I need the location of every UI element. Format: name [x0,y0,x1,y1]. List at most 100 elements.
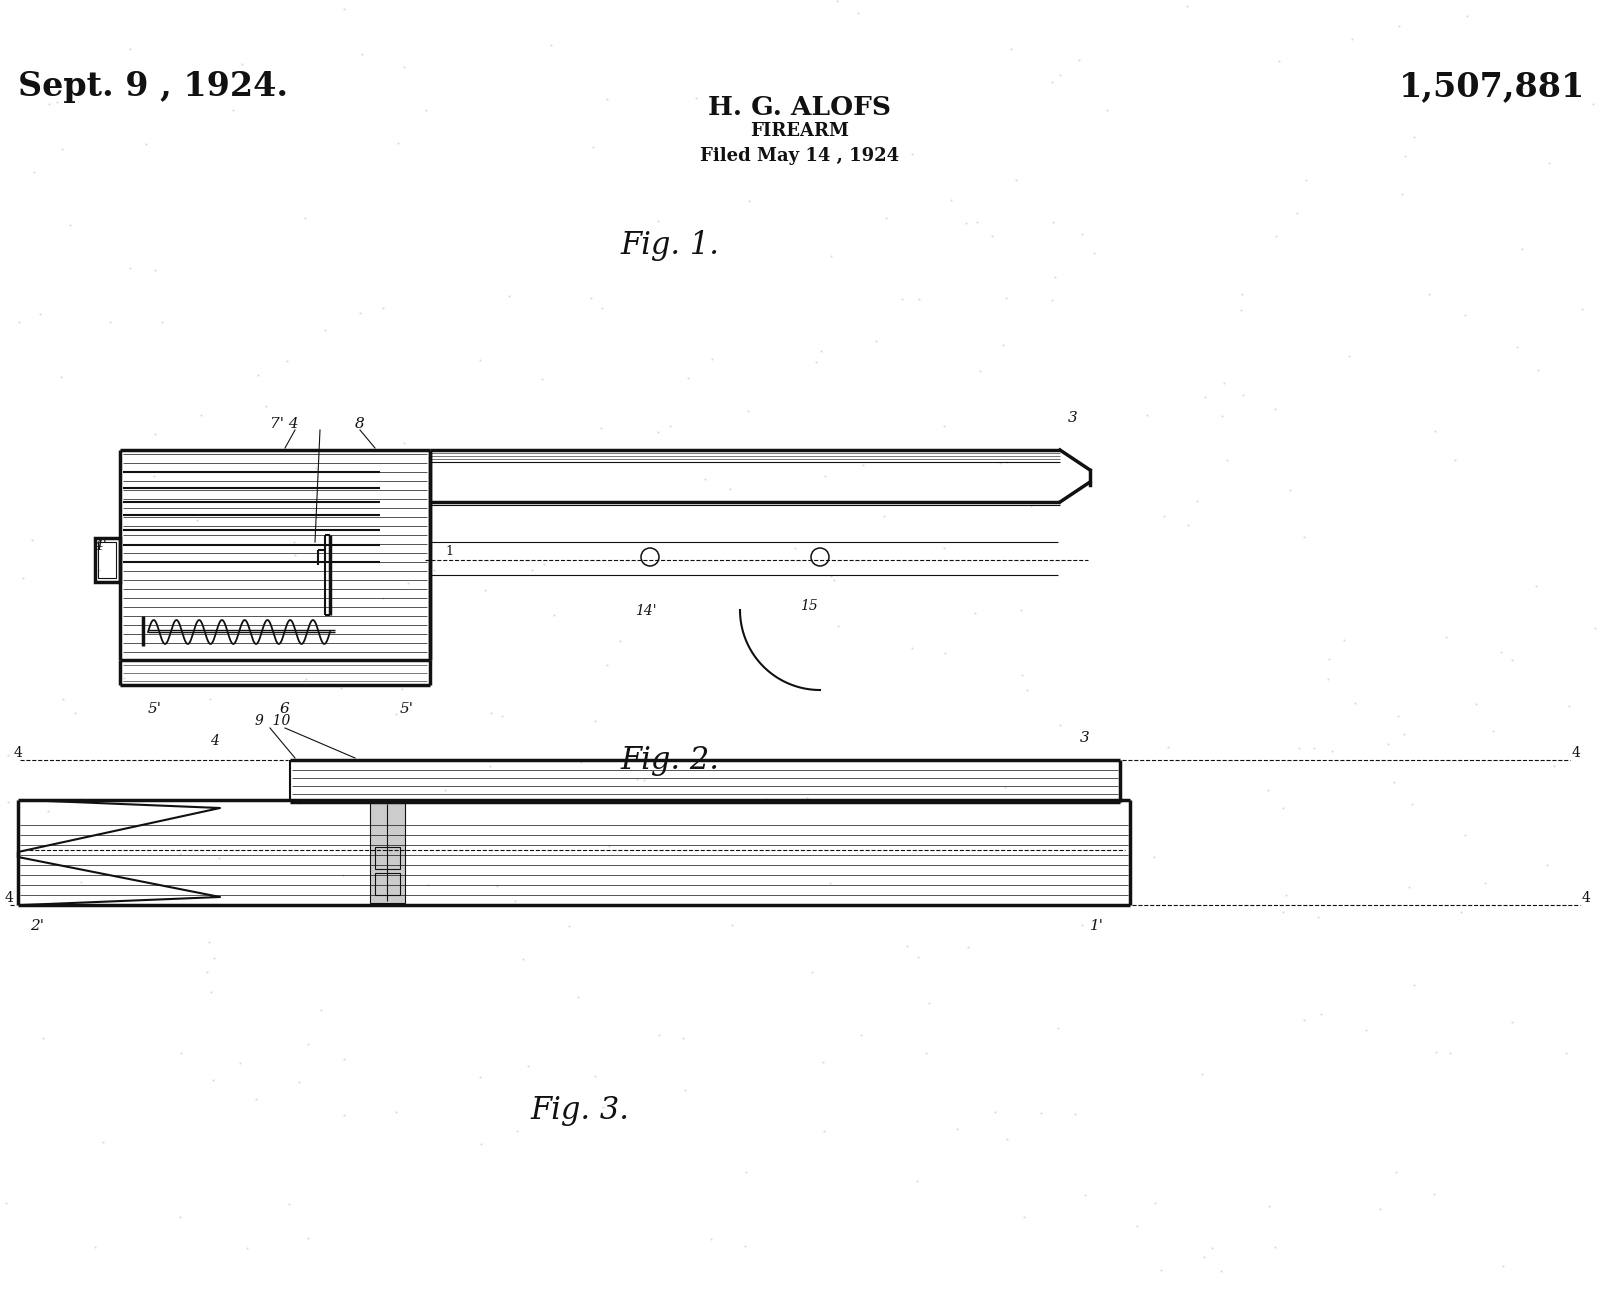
Point [142,424,168,445]
Point [1082,243,1107,263]
Point [565,987,590,1007]
Point [579,288,605,308]
Point [1230,384,1256,405]
Point [1536,154,1562,174]
Point [413,99,438,120]
Point [646,1024,672,1045]
Point [1320,740,1346,761]
Point [994,1129,1019,1149]
Point [683,88,709,108]
Point [502,890,528,911]
Point [389,679,414,699]
Point [555,916,581,937]
Point [818,873,843,894]
Text: 4: 4 [1571,746,1581,760]
Point [899,639,925,659]
Point [1010,664,1035,685]
Point [733,1236,758,1256]
Point [1176,515,1202,535]
Text: 6: 6 [280,702,290,716]
Point [45,92,70,112]
Point [90,1133,115,1153]
Point [1155,737,1181,757]
Point [992,777,1018,797]
Point [286,1072,312,1093]
Point [582,1066,608,1086]
Point [331,0,357,19]
Point [117,258,142,279]
Point [1381,771,1406,792]
Point [582,711,608,731]
Bar [374,848,400,869]
Point [229,53,254,74]
Point [35,94,61,115]
Point [189,405,214,426]
Point [1150,506,1176,526]
Bar [98,542,115,578]
Point [754,788,779,809]
Point [1149,1260,1174,1281]
Point [1422,1042,1448,1063]
Point [1555,695,1581,716]
Point [50,139,75,160]
Point [1293,170,1318,191]
Text: 3: 3 [1080,731,1090,746]
Point [1437,1042,1462,1063]
Point [795,788,821,809]
Point [48,366,74,387]
Text: 5': 5' [400,702,414,716]
Point [813,466,838,486]
Point [1422,1184,1448,1205]
Point [800,961,826,982]
Point [587,418,613,439]
Point [819,566,845,587]
Point [69,789,94,810]
Point [630,769,656,789]
Point [1402,974,1427,995]
Point [646,422,672,442]
Point [382,1102,408,1122]
Point [736,401,762,422]
Point [86,560,112,580]
Point [531,553,557,574]
Point [1142,1193,1168,1214]
Point [1014,680,1040,700]
Point [510,949,536,970]
Point [253,395,278,415]
Point [581,137,606,157]
Point [824,0,850,12]
Point [538,35,563,55]
Point [1488,641,1514,662]
Point [118,39,144,59]
Point [718,915,744,935]
Point [1256,1196,1282,1216]
Point [1270,902,1296,922]
Point [477,756,502,777]
Point [1214,450,1240,471]
Point [1422,421,1448,441]
Point [312,320,338,341]
Text: 4: 4 [5,891,14,906]
Point [811,1121,837,1142]
Point [968,360,994,381]
Point [277,1195,302,1215]
Point [672,1080,698,1100]
Point [962,602,987,623]
Text: 1': 1' [1090,918,1104,933]
Point [197,689,222,710]
Point [1386,15,1411,36]
Point [227,1053,253,1073]
Point [202,948,227,969]
Point [990,334,1016,355]
Point [906,289,931,310]
Point [1134,405,1160,426]
Point [1416,284,1442,304]
Point [288,793,314,814]
Point [808,341,834,361]
Point [1384,1161,1410,1182]
Point [736,191,762,212]
Point [848,1024,874,1045]
Point [670,1027,696,1047]
Point [931,538,957,559]
Point [1174,0,1200,17]
